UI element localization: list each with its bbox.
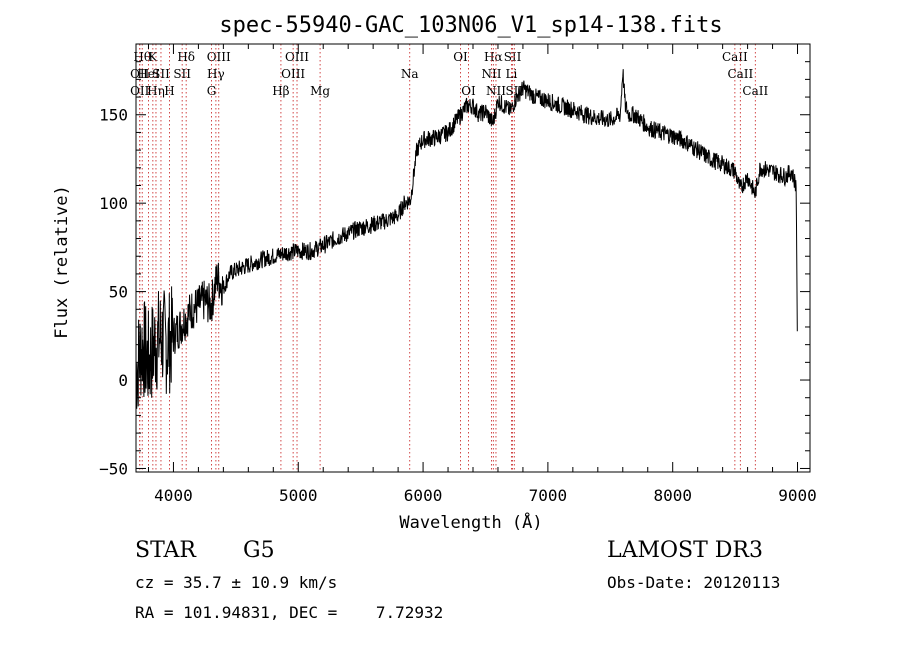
line-marker-label-18: OI <box>453 50 468 64</box>
line-marker-label-23: SII <box>504 50 522 64</box>
object-subclass: G5 <box>243 538 275 563</box>
line-marker-label-28: CaII <box>742 84 768 98</box>
line-marker-label-26: CaII <box>722 50 748 64</box>
line-marker-label-12: G <box>207 84 217 98</box>
survey-name: LAMOST DR3 <box>607 538 763 563</box>
redshift-text: cz = 35.7 ± 10.9 km/s <box>135 573 338 592</box>
x-tick-label: 5000 <box>279 486 318 505</box>
line-marker-label-20: Hα <box>484 50 503 64</box>
y-tick-label: 50 <box>109 283 128 302</box>
x-tick-label: 6000 <box>404 486 443 505</box>
x-axis: 4000 5000 6000 7000 8000 9000 <box>147 44 817 505</box>
line-marker-label-0: Hθ <box>133 50 151 64</box>
line-marker-label-7: H <box>164 84 174 98</box>
line-marker-label-27: CaII <box>727 67 753 81</box>
line-marker-label-17: Na <box>401 67 419 81</box>
x-tick-label: 4000 <box>154 486 193 505</box>
line-marker-label-2: OII <box>130 84 150 98</box>
y-tick-label: 150 <box>99 106 128 125</box>
y-tick-label: 100 <box>99 194 128 213</box>
line-marker-label-9: SII <box>173 67 191 81</box>
line-markers: Hθ OII OII K HeI Hη SII H Hδ SII OIII Hγ G Hβ OIII OIII… <box>130 44 768 472</box>
line-marker-label-21: NII <box>481 67 501 81</box>
line-marker-label-10: OIII <box>207 50 231 64</box>
line-marker-label-14: OIII <box>285 50 309 64</box>
y-tick-label: 0 <box>118 371 128 390</box>
y-axis: −50 0 50 100 150 <box>99 61 810 478</box>
y-axis-label: Flux (relative) <box>52 185 72 339</box>
line-marker-label-15: OIII <box>281 67 305 81</box>
coords-text: RA = 101.94831, DEC = 7.72932 <box>135 603 444 622</box>
x-tick-label: 9000 <box>778 486 817 505</box>
x-axis-label: Wavelength (Å) <box>399 511 542 533</box>
spectrum-series <box>135 69 798 409</box>
object-class: STAR <box>135 538 196 563</box>
spectrum-line <box>135 69 798 409</box>
chart-title: spec-55940-GAC_103N06_V1_sp14-138.fits <box>219 13 722 38</box>
line-marker-label-11: Hγ <box>207 67 225 81</box>
line-marker-label-13: Hβ <box>272 84 289 98</box>
line-marker-label-5: Hη <box>147 84 165 98</box>
obs-date-text: Obs-Date: 20120113 <box>607 573 781 592</box>
y-tick-label: −50 <box>99 459 128 478</box>
line-marker-label-4: HeI <box>137 67 160 81</box>
plot-frame <box>135 43 811 473</box>
line-marker-label-3: K <box>148 50 158 64</box>
x-tick-label: 8000 <box>653 486 692 505</box>
line-marker-label-16: Mg <box>310 84 330 98</box>
line-marker-label-1: OII <box>130 67 150 81</box>
line-marker-label-8: Hδ <box>177 50 195 64</box>
line-marker-label-22: NII <box>486 84 506 98</box>
line-marker-label-6: SII <box>152 67 170 81</box>
x-tick-label: 7000 <box>529 486 568 505</box>
line-marker-label-24: Li <box>506 67 518 81</box>
line-marker-label-19: OI <box>461 84 476 98</box>
